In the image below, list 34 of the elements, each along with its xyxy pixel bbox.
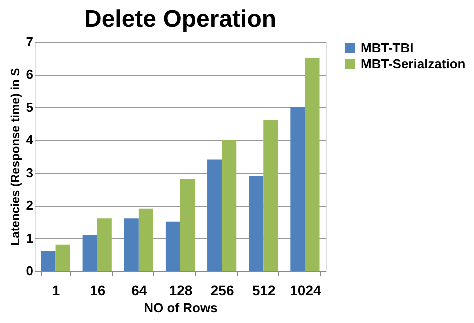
bar	[82, 235, 98, 271]
x-tick-label: 512	[252, 282, 276, 298]
bar	[41, 251, 56, 271]
bar	[138, 208, 154, 271]
x-tick-label: 64	[132, 282, 148, 298]
y-tick-label: 0	[26, 264, 34, 278]
y-tick-label: 4	[26, 132, 34, 148]
bar	[180, 179, 196, 271]
y-tick-label: 7	[26, 34, 34, 50]
x-tick-label: 1	[52, 282, 60, 298]
y-axis-title: Latencies (Response time) in S	[8, 68, 22, 246]
bar	[124, 218, 139, 271]
x-tick-label: 128	[169, 282, 193, 298]
y-tick-label: 6	[26, 67, 34, 82]
bar	[249, 176, 264, 271]
bar	[97, 218, 112, 271]
x-tick-label: 16	[90, 282, 106, 298]
bar	[305, 58, 320, 271]
x-axis-title: NO of Rows	[144, 300, 218, 316]
y-tick-label: 1	[26, 230, 34, 246]
y-tick-label: 2	[26, 198, 34, 214]
x-tick-label: 256	[210, 282, 234, 298]
chart-title: Delete Operation	[84, 6, 277, 33]
bar	[166, 222, 180, 271]
legend-label: MBT-Serialzation	[361, 56, 466, 72]
x-tick-label: 1024	[290, 282, 322, 298]
y-tick-label: 5	[26, 100, 34, 115]
bar	[264, 120, 278, 271]
bar	[222, 140, 237, 271]
bar	[290, 107, 306, 271]
bar	[208, 160, 222, 271]
bar	[56, 244, 70, 271]
y-tick-label: 3	[26, 165, 34, 180]
legend-label: MBT-TBI	[361, 40, 414, 56]
